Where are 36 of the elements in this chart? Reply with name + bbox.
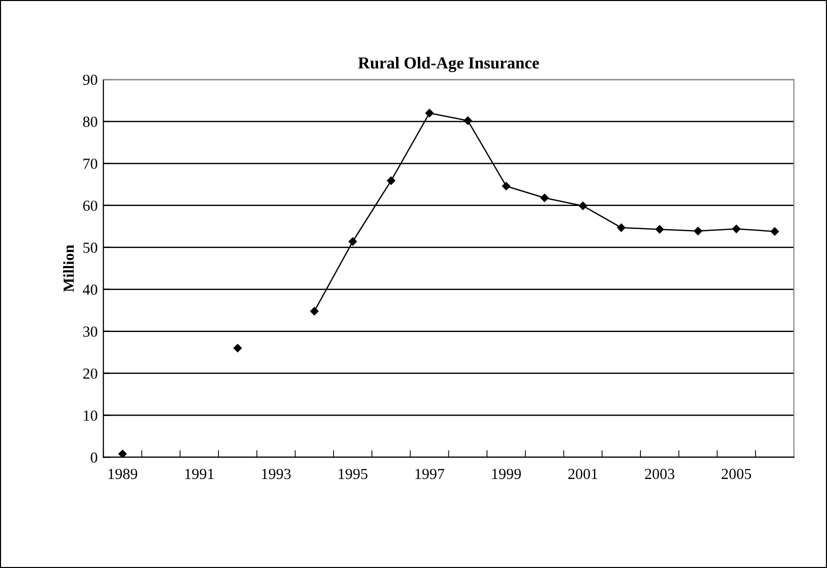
point: [578, 202, 588, 210]
x-tick-label: 1999: [492, 468, 521, 480]
point: [540, 194, 549, 202]
x-tick-label: 1993: [262, 468, 291, 480]
y-tick-label: 40: [82, 284, 98, 295]
y-tick-label: 90: [83, 74, 98, 85]
y-tick-label: 60: [83, 200, 98, 211]
x-tick-label: 2001: [568, 468, 598, 480]
y-tick-label: 80: [83, 116, 98, 127]
y-axis-title: Million: [63, 244, 74, 292]
point: [502, 182, 510, 190]
x-tick-label: 1991: [185, 468, 214, 480]
point: [348, 237, 357, 246]
point: [770, 227, 779, 236]
point: [732, 224, 741, 234]
point: [464, 116, 472, 125]
point: [118, 450, 127, 458]
x-tick-label: 2005: [722, 468, 752, 480]
point: [310, 307, 319, 316]
x-tick-label: 1989: [108, 468, 138, 480]
point: [694, 226, 702, 236]
y-tick-label: 30: [83, 326, 98, 337]
y-tick-label: 20: [83, 368, 98, 379]
x-tick-label: 1997: [416, 468, 444, 480]
x-tick-label: 2003: [645, 468, 674, 480]
point: [617, 224, 626, 232]
point: [656, 225, 664, 234]
y-tick-label: 0: [90, 452, 98, 463]
point: [234, 344, 242, 352]
y-tick-label: 70: [84, 158, 98, 169]
point: [386, 176, 396, 185]
y-tick-label: 10: [84, 410, 98, 421]
y-tick-label: 50: [83, 242, 98, 253]
chart-title: Rural Old-Age Insurance: [358, 56, 539, 72]
point: [425, 108, 434, 118]
x-tick-label: 1995: [338, 468, 368, 480]
